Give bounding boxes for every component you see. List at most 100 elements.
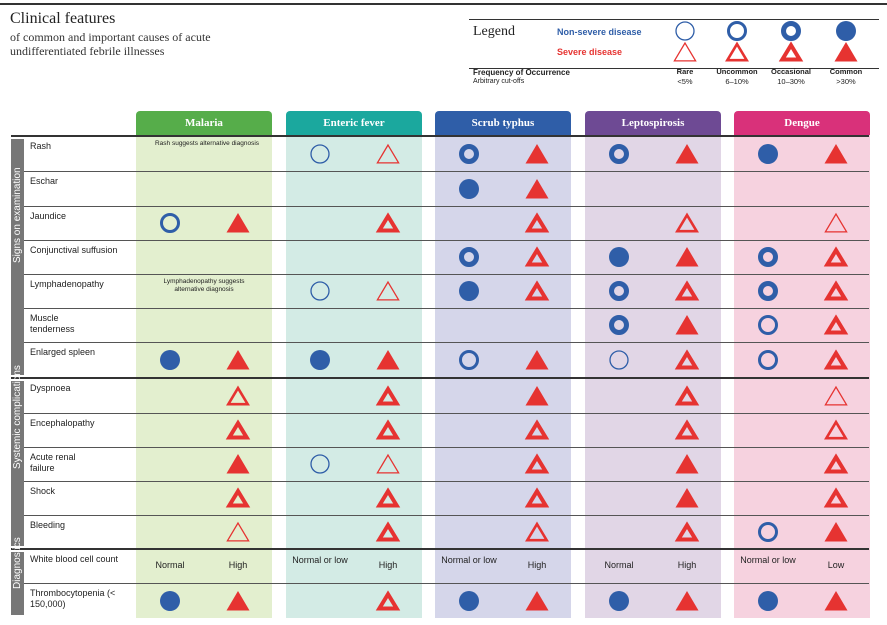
occasional-severe-triangle bbox=[674, 419, 700, 440]
occasional-severe-triangle bbox=[823, 453, 849, 474]
occasional-severe-triangle bbox=[375, 589, 401, 610]
occasional-severe-triangle bbox=[524, 280, 550, 301]
column-header-leptospirosis: Leptospirosis bbox=[585, 111, 721, 135]
occasional-severe-triangle bbox=[674, 521, 700, 542]
common-severe-triangle bbox=[824, 143, 848, 163]
common-severe-triangle bbox=[226, 213, 250, 233]
common-non-severe-circle bbox=[758, 143, 778, 164]
common-severe-triangle bbox=[525, 143, 549, 163]
row-label: Thrombocytopenia (< 150,000) bbox=[30, 588, 116, 609]
section-band-diagnostics bbox=[11, 552, 24, 615]
column-header-enteric-fever: Enteric fever bbox=[286, 111, 422, 135]
common-severe-triangle bbox=[525, 590, 549, 610]
row-separator bbox=[11, 447, 869, 448]
uncommon-non-severe-circle bbox=[160, 213, 180, 233]
uncommon-severe-triangle bbox=[226, 385, 250, 406]
occasional-severe-triangle bbox=[823, 246, 849, 267]
legend-title: Legend bbox=[473, 24, 515, 39]
frequency-level-name: Common bbox=[829, 67, 863, 76]
occasional-severe-triangle bbox=[375, 419, 401, 440]
row-label: White blood cell count bbox=[30, 554, 119, 564]
common-non-severe-circle bbox=[459, 590, 479, 611]
occasional-severe-triangle bbox=[524, 419, 550, 440]
column-header-malaria: Malaria bbox=[136, 111, 272, 135]
frequency-level-name: Rare bbox=[676, 67, 694, 76]
rare-severe-triangle bbox=[376, 453, 400, 474]
column-band-dengue bbox=[734, 135, 870, 618]
non-severe-value: Normal or low bbox=[441, 555, 497, 565]
column-band-enteric-fever bbox=[286, 135, 422, 618]
common-non-severe-circle bbox=[836, 21, 856, 41]
row-separator bbox=[11, 171, 869, 172]
row-separator bbox=[11, 135, 869, 137]
row-separator bbox=[11, 308, 869, 309]
non-severe-value: Normal or low bbox=[292, 555, 348, 565]
row-label: Lymphadenopathy bbox=[30, 279, 104, 289]
common-severe-triangle bbox=[525, 385, 549, 405]
alternative-diagnosis-note: Lymphadenopathy suggests alternative dia… bbox=[163, 278, 245, 293]
severe-value: High bbox=[228, 560, 248, 570]
common-non-severe-circle bbox=[310, 350, 330, 370]
non-severe-value: Normal or low bbox=[740, 555, 796, 565]
frequency-level-common: Common >30% bbox=[811, 67, 881, 87]
row-separator bbox=[11, 548, 869, 550]
frequency-level-range: >30% bbox=[836, 77, 856, 86]
frequency-level-range: <5% bbox=[677, 77, 693, 86]
column-band-leptospirosis bbox=[585, 135, 721, 618]
rare-severe-triangle bbox=[673, 41, 697, 62]
uncommon-severe-triangle bbox=[675, 212, 699, 233]
severe-value: High bbox=[527, 560, 547, 570]
row-separator bbox=[11, 583, 869, 584]
top-rule bbox=[0, 3, 887, 5]
uncommon-non-severe-circle bbox=[459, 350, 479, 370]
common-severe-triangle bbox=[226, 350, 250, 370]
uncommon-non-severe-circle bbox=[727, 21, 747, 41]
row-label: Acute renal failure bbox=[30, 452, 76, 473]
uncommon-severe-triangle bbox=[525, 521, 549, 542]
rare-severe-triangle bbox=[376, 280, 400, 301]
rare-severe-triangle bbox=[376, 143, 400, 164]
row-separator bbox=[11, 481, 869, 482]
occasional-severe-triangle bbox=[225, 419, 251, 440]
row-label: Muscle tenderness bbox=[30, 313, 75, 334]
rare-severe-triangle bbox=[824, 385, 848, 406]
common-non-severe-circle bbox=[609, 590, 629, 611]
occasional-severe-triangle bbox=[823, 314, 849, 335]
frequency-title: Frequency of Occurrence bbox=[473, 68, 570, 77]
column-header-dengue: Dengue bbox=[734, 111, 870, 135]
common-severe-triangle bbox=[226, 590, 250, 610]
common-non-severe-circle bbox=[160, 590, 180, 611]
non-severe-value: Normal bbox=[155, 560, 185, 570]
common-severe-triangle bbox=[675, 315, 699, 335]
common-non-severe-circle bbox=[459, 178, 479, 199]
common-severe-triangle bbox=[824, 522, 848, 542]
row-separator bbox=[11, 240, 869, 241]
occasional-severe-triangle bbox=[375, 212, 401, 233]
frequency-level-name: Uncommon bbox=[716, 67, 758, 76]
common-non-severe-circle bbox=[758, 590, 778, 611]
common-severe-triangle bbox=[675, 454, 699, 474]
frequency-level-range: 10–30% bbox=[777, 77, 805, 86]
occasional-severe-triangle bbox=[524, 487, 550, 508]
common-severe-triangle bbox=[675, 247, 699, 267]
uncommon-non-severe-circle bbox=[758, 350, 778, 370]
row-label: Conjunctival suffusion bbox=[30, 245, 118, 255]
occasional-severe-triangle bbox=[674, 384, 700, 405]
occasional-non-severe-circle bbox=[459, 247, 479, 267]
common-severe-triangle bbox=[824, 590, 848, 610]
section-label: Diagnostics bbox=[12, 537, 23, 589]
row-separator bbox=[11, 413, 869, 414]
legend-box bbox=[469, 19, 879, 69]
occasional-non-severe-circle bbox=[459, 143, 479, 164]
uncommon-non-severe-circle bbox=[758, 315, 778, 335]
section-band-signs-on-examination bbox=[11, 139, 24, 375]
common-severe-triangle bbox=[675, 590, 699, 610]
severe-value: Low bbox=[827, 560, 845, 570]
uncommon-severe-triangle bbox=[725, 41, 749, 62]
page-subtitle: of common and important causes of acute … bbox=[10, 30, 211, 58]
row-label: Shock bbox=[30, 486, 56, 496]
non-severe-value: Normal bbox=[604, 560, 634, 570]
common-severe-triangle bbox=[834, 42, 858, 62]
frequency-subtitle: Arbitrary cut-offs bbox=[473, 78, 525, 85]
common-non-severe-circle bbox=[160, 350, 180, 370]
